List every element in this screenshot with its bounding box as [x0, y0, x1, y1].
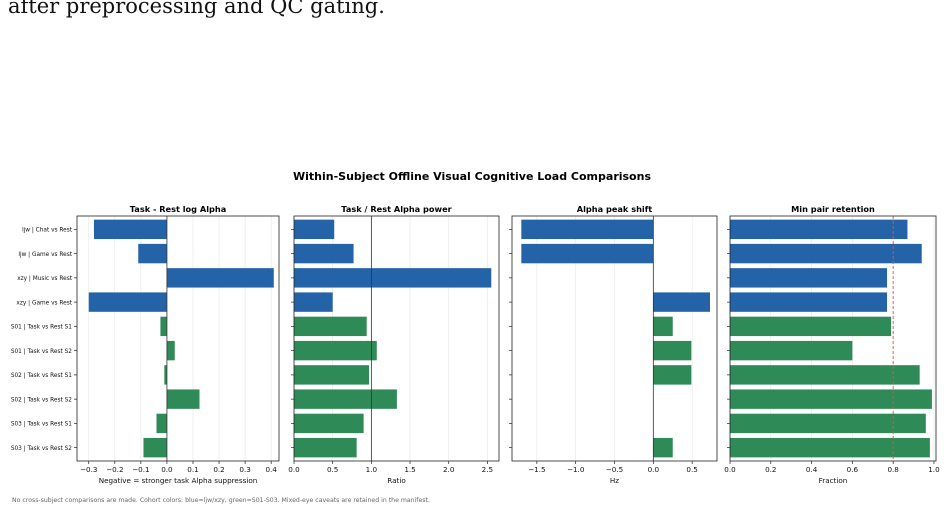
panel-title: Alpha peak shift	[577, 204, 653, 214]
bar	[730, 365, 920, 385]
x-tick-label: 0.8	[887, 465, 899, 474]
x-tick-label: 0.0	[288, 465, 300, 474]
bar	[730, 268, 888, 288]
figure-suptitle: Within-Subject Offline Visual Cognitive …	[293, 170, 651, 183]
bar	[521, 243, 654, 264]
x-tick-label: 0.0	[161, 465, 173, 474]
bar	[294, 243, 354, 264]
bar	[166, 389, 200, 409]
bar	[164, 365, 167, 385]
figure-footnote: No cross-subject comparisons are made. C…	[12, 497, 430, 504]
x-tick-label: −0.1	[132, 465, 149, 474]
bar	[138, 243, 167, 264]
x-tick-label: 0.6	[847, 465, 859, 474]
bar	[294, 340, 377, 361]
bar	[730, 437, 930, 458]
x-tick-label: 0.5	[686, 465, 697, 474]
bar	[294, 219, 335, 240]
bar	[88, 292, 167, 312]
x-tick-label: −1.5	[528, 465, 545, 474]
y-tick-label: S03 | Task vs Rest S1	[11, 422, 72, 428]
y-tick-label: ljw | Game vs Rest	[18, 252, 72, 258]
y-tick-label: S02 | Task vs Rest S2	[11, 397, 72, 403]
y-tick-label: S01 | Task vs Rest S1	[11, 325, 72, 331]
bar	[653, 316, 673, 337]
bar	[294, 316, 367, 337]
bar	[294, 365, 370, 385]
bar	[294, 413, 364, 434]
intro-text: after preprocessing and QC gating.	[8, 0, 385, 18]
bar	[730, 340, 853, 361]
x-tick-label: −0.5	[606, 465, 623, 474]
bar	[521, 219, 654, 240]
y-tick-label: S01 | Task vs Rest S2	[11, 349, 72, 355]
x-tick-label: −1.0	[567, 465, 585, 474]
x-tick-label: 1.5	[404, 465, 415, 474]
x-tick-label: 2.0	[443, 465, 455, 474]
x-axis-label: Ratio	[387, 476, 405, 485]
panel-title: Min pair retention	[791, 204, 875, 214]
bar	[294, 437, 357, 458]
y-tick-label: S02 | Task vs Rest S1	[11, 373, 72, 379]
y-tick-label: xzy | Game vs Rest	[16, 300, 72, 306]
bar	[730, 243, 922, 264]
bar	[653, 365, 692, 385]
bar	[653, 292, 711, 312]
x-axis-label: Negative = stronger task Alpha suppressi…	[99, 476, 258, 485]
bar	[294, 292, 333, 312]
bar	[730, 292, 888, 312]
bar	[294, 268, 492, 288]
axes-frame	[729, 215, 937, 462]
x-tick-label: 0.4	[806, 465, 818, 474]
bar	[166, 340, 175, 361]
y-tick-label: S03 | Task vs Rest S2	[11, 446, 72, 452]
bar	[93, 219, 167, 240]
y-tick-label: xzy | Music vs Rest	[17, 276, 73, 282]
x-tick-label: −0.2	[106, 465, 123, 474]
bar	[156, 413, 167, 434]
x-tick-label: 0.4	[265, 465, 277, 474]
x-tick-label: 0.0	[724, 465, 736, 474]
x-tick-label: 2.5	[482, 465, 493, 474]
bar	[294, 389, 397, 409]
bar	[166, 268, 274, 288]
bar	[730, 413, 926, 434]
x-tick-label: 0.0	[648, 465, 660, 474]
axes-frame	[76, 215, 280, 462]
bar	[160, 316, 167, 337]
panel-title: Task / Rest Alpha power	[341, 204, 452, 214]
x-tick-label: 0.3	[239, 465, 250, 474]
bar	[730, 389, 932, 409]
x-tick-label: 1.0	[366, 465, 378, 474]
x-tick-label: −0.3	[80, 465, 97, 474]
x-axis-label: Hz	[610, 476, 619, 485]
x-tick-label: 0.2	[765, 465, 776, 474]
bar	[653, 437, 673, 458]
axes-frame	[293, 215, 500, 462]
bar	[653, 340, 692, 361]
bar	[730, 316, 892, 337]
bar	[143, 437, 167, 458]
x-tick-label: 0.2	[213, 465, 224, 474]
x-tick-label: 0.1	[187, 465, 198, 474]
x-tick-label: 0.5	[327, 465, 338, 474]
y-tick-label: ljw | Chat vs Rest	[22, 228, 73, 234]
panel-title: Task - Rest log Alpha	[130, 204, 226, 214]
bar	[730, 219, 908, 240]
x-axis-label: Fraction	[819, 476, 848, 485]
x-tick-label: 1.0	[928, 465, 940, 474]
